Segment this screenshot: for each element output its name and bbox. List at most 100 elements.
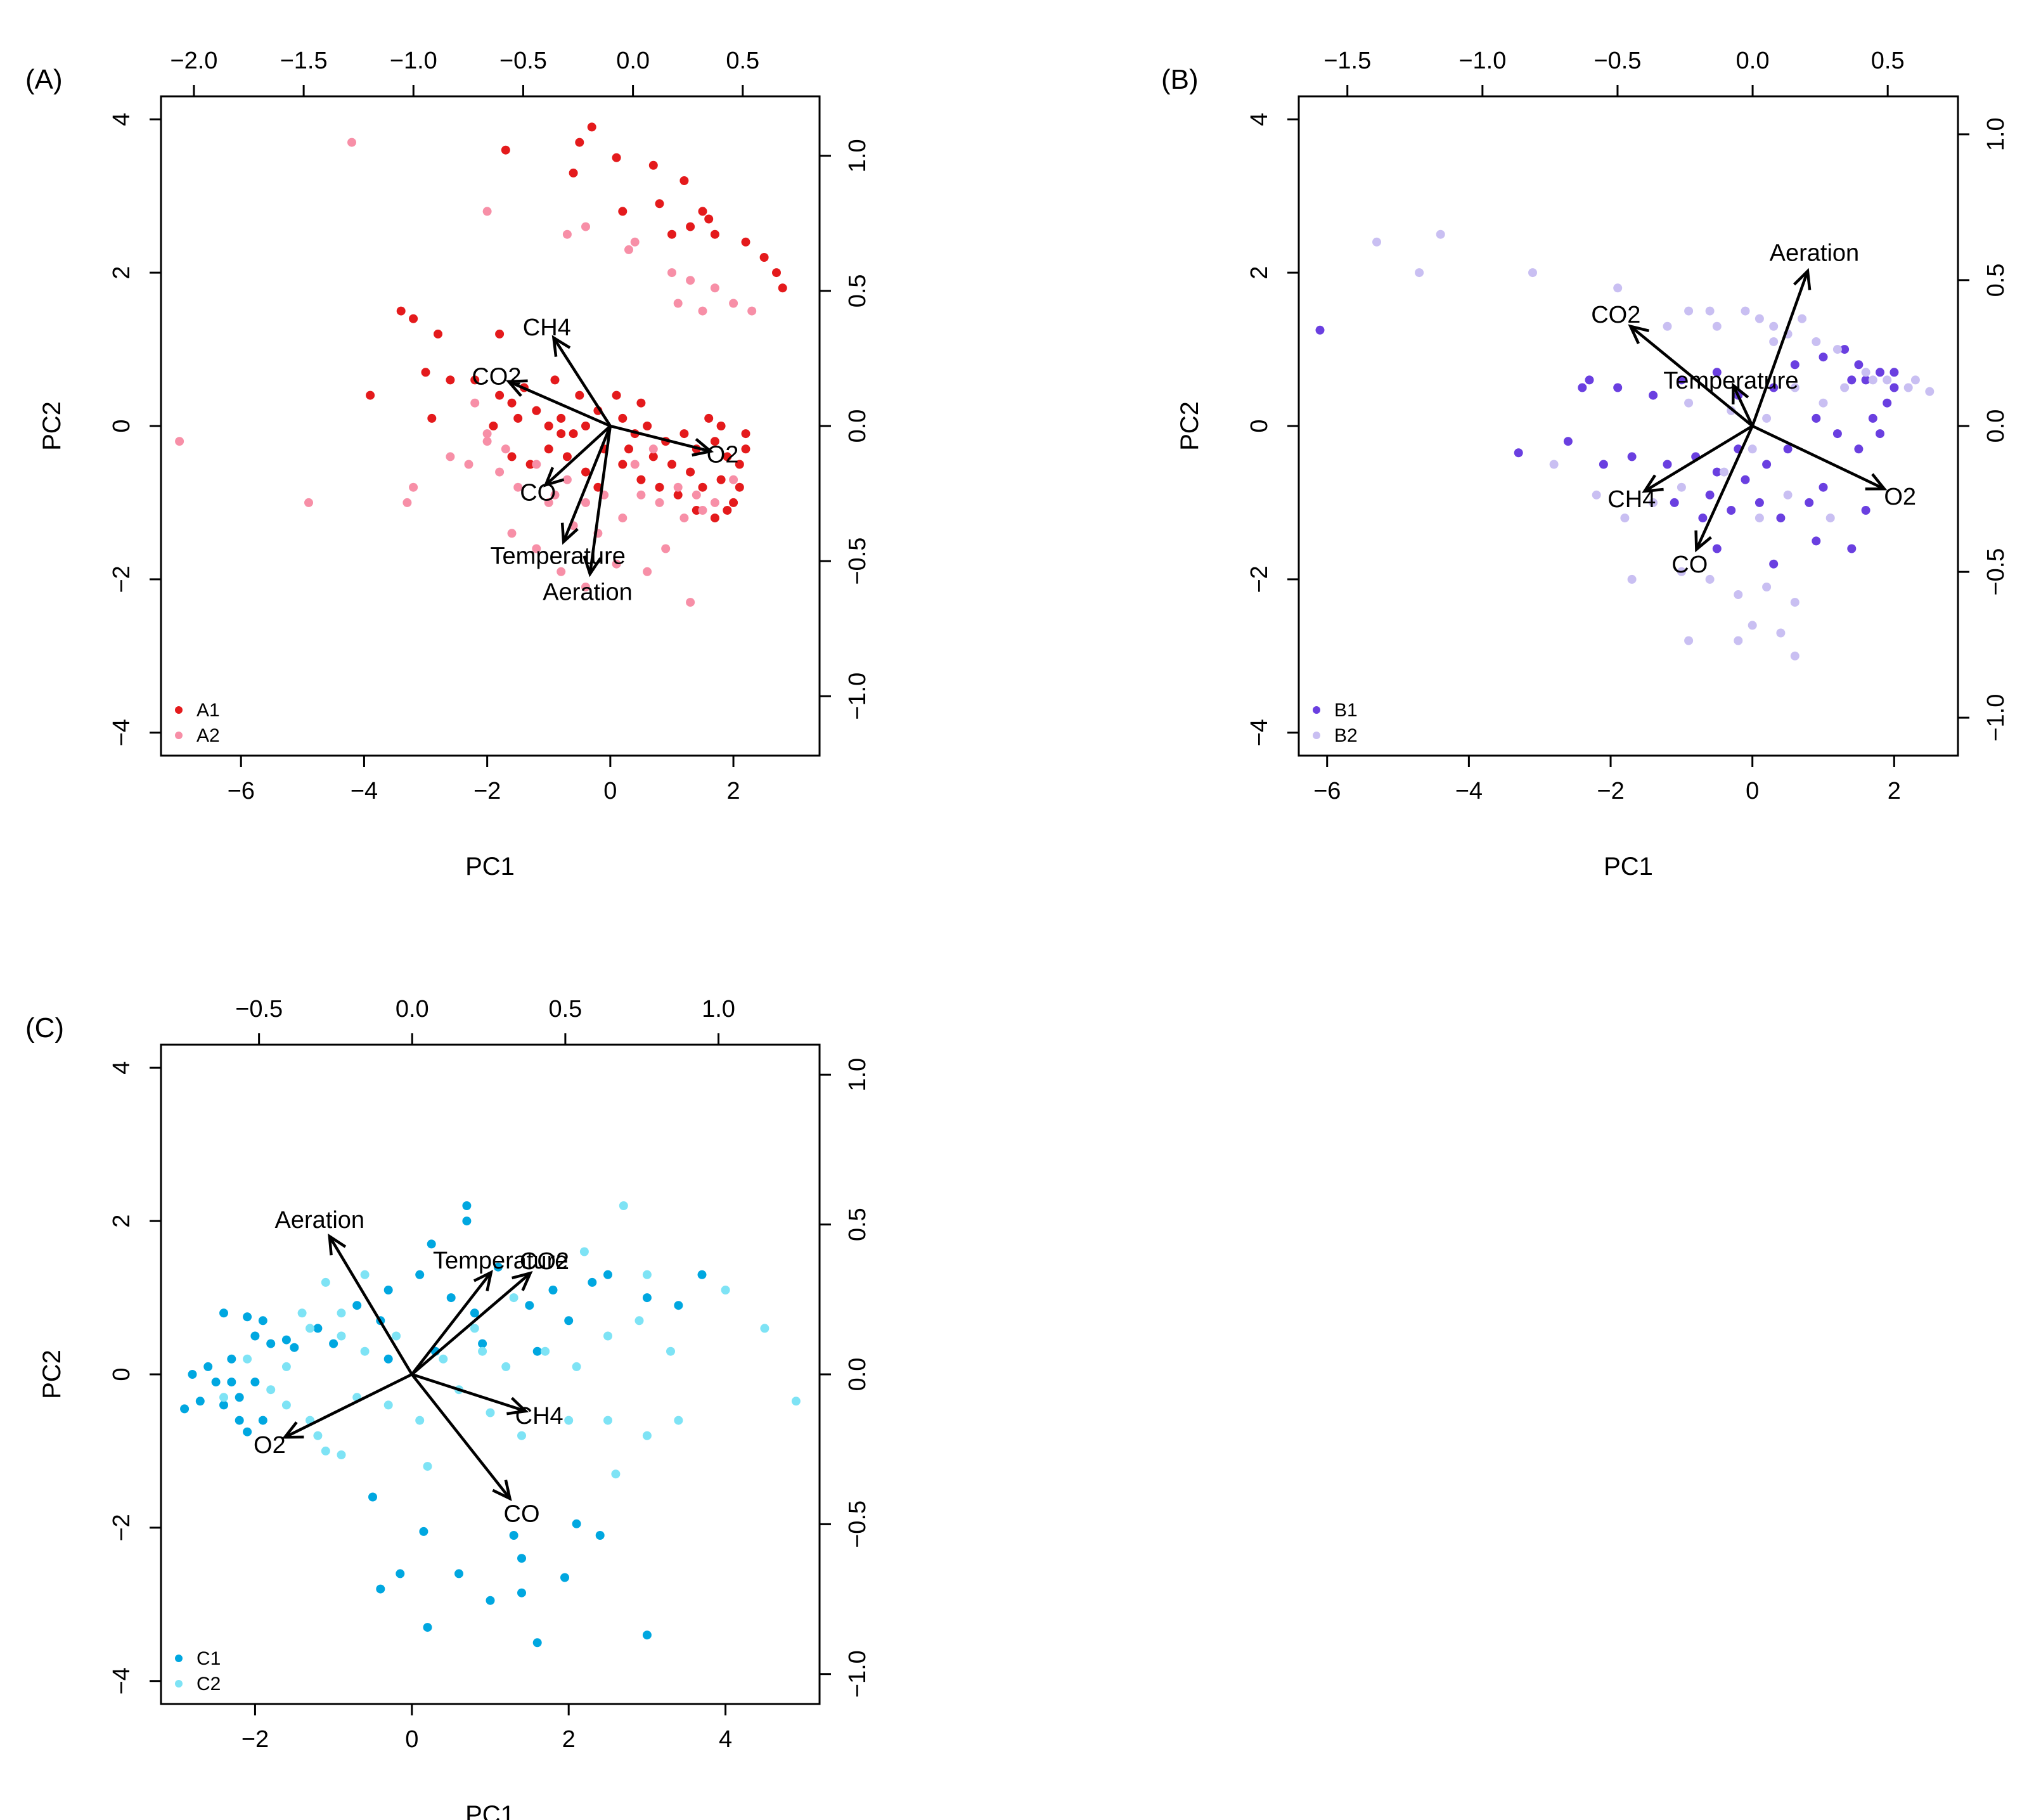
panel-b-plot-frame [1297,95,1959,757]
panel-b-point-b2-25 [1925,387,1935,396]
panel-c-point-c1-5 [258,1316,267,1326]
panel-b-point-b2-34 [1783,490,1793,500]
panel-a-point-a1-42 [710,437,719,446]
panel-a-point-a2-2 [562,229,572,239]
top-tick-label-3: 0.0 [1736,48,1770,74]
right-tick-label-4: 1.0 [844,139,871,172]
panel-c-point-c1-56 [572,1519,581,1528]
panel-a-point-a1-54 [581,467,590,477]
panel-a-point-a1-64 [636,398,646,408]
panel-b-point-b1-44 [1769,559,1779,569]
panel-a-point-a1-21 [495,329,505,339]
panel-c-right-loading-axis: −1.0 −0.5 0.0 0.5 1.0 [820,1058,871,1698]
panel-c-point-c1-46 [509,1531,518,1540]
panel-a-arrow-ch4 [552,337,612,427]
panel-c-point-c2-23 [281,1400,291,1410]
y-tick-label-0: −4 [108,1667,135,1694]
panel-a-point-a2-11 [698,306,707,316]
panel-a-arrow-temperature [562,425,612,543]
panel-b-point-b1-11 [1840,345,1850,354]
panel-a-point-a1-24 [427,413,437,423]
panel-c-arrowhead-o2 [281,1421,304,1439]
panel-b-point-b1-35 [1776,513,1786,523]
panel-c-arrowhead-temperature [473,1270,493,1291]
panel-c-point-c2-35 [603,1416,612,1425]
panel-c-point-c1-8 [281,1335,291,1345]
panel-a-point-a1-77 [557,429,566,439]
panel-c-point-c2-42 [219,1393,228,1402]
panel-a-point-a1-13 [741,237,750,247]
x-tick-label-3: 0 [603,778,617,804]
panel-a-point-a1-59 [489,422,498,430]
x-tick-label-2: −2 [1597,778,1624,804]
panel-b-points [1315,229,1935,661]
panel-c-ylabel: PC2 [38,1350,66,1399]
panel-a-point-a2-3 [581,222,590,231]
panel-c-point-c2-20 [791,1397,801,1406]
panel-b-point-b2-30 [1649,498,1658,507]
panel-a-arrowhead-temperature [560,522,579,545]
panel-b-point-b1-37 [1812,536,1821,546]
right-tick-label-2: 0.0 [844,1358,871,1391]
x-tick-label-4: 2 [726,778,740,804]
panel-b-ylabel: PC2 [1176,401,1204,451]
panel-c-legend-marker-0 [175,1655,183,1662]
panel-c-point-c1-27 [383,1286,393,1294]
panel-a-point-a1-48 [686,467,695,477]
panel-b-point-b2-8 [1705,306,1715,316]
right-tick-label-0: −1.0 [844,1650,871,1698]
panel-b-point-b2-2 [1436,229,1445,239]
panel-a-point-a2-18 [464,460,473,469]
panel-c-point-c2-16 [642,1270,652,1279]
panel-a-point-a1-68 [710,513,719,523]
top-tick-label-4: 0.5 [1871,48,1905,74]
panel-b-point-b2-18 [1762,413,1772,423]
panel-a-point-a1-29 [513,413,523,423]
panel-a-arrow-co [544,425,612,486]
panel-c-arrow-o2 [284,1372,413,1439]
panel-a-arrowhead-o2 [692,437,714,457]
panel-a-point-a2-25 [581,498,590,507]
panel-b-point-b1-8 [1769,383,1779,392]
panel-a-point-a2-19 [482,437,492,446]
panel-c-x-axis: −2 0 2 4 [241,1704,732,1753]
panel-a-point-a1-10 [686,222,695,231]
panel-c-point-c2-1 [579,1247,589,1256]
panel-a-arrowhead-co2 [505,379,528,397]
panel-c-point-c1-38 [674,1301,683,1310]
panel-a-point-a2-30 [673,482,683,492]
panel-b-point-b2-29 [1620,513,1630,523]
panel-b-arrow-label-aeration: Aeration [1770,240,1860,266]
top-tick-label-2: −1.0 [390,48,437,74]
panel-a-point-a2-4 [624,245,633,254]
panel-a-point-a1-30 [532,406,541,415]
x-tick-label-3: 4 [719,1726,732,1753]
panel-b-point-b2-41 [1748,621,1757,630]
panel-a-point-a2-37 [581,583,590,591]
panel-c-point-c1-37 [642,1293,652,1303]
panel-b-loading-arrows: Aeration CO2 Temperature O2 CH4 CO [1591,240,1916,578]
panel-c-point-c2-44 [423,1462,432,1471]
panel-a-arrow-o2 [610,424,711,453]
x-tick-label-0: −2 [241,1726,269,1753]
panel-c-point-c2-18 [721,1286,730,1294]
panel-c-point-c2-17 [666,1346,675,1356]
panel-c-point-c2-15 [634,1316,644,1326]
panel-b-point-b1-9 [1790,360,1800,370]
panel-c-point-c2-29 [383,1400,393,1410]
panel-a-point-a2-9 [729,299,738,308]
panel-a-point-a2-22 [532,460,541,469]
panel-b-point-b2-40 [1790,598,1800,607]
panel-c-arrowhead-aeration [328,1233,347,1256]
panel-b-x-axis: −6 −4 −2 0 2 [1313,756,1901,804]
top-tick-label-4: 0.0 [616,48,650,74]
panel-a-point-a1-61 [550,375,560,385]
panel-a-point-a1-15 [772,268,781,278]
panel-a-point-a1-45 [741,444,750,454]
panel-c-point-c1-15 [250,1378,260,1387]
panel-b-arrow-aeration [1751,270,1810,427]
panel-c-point-c1-51 [517,1588,526,1597]
